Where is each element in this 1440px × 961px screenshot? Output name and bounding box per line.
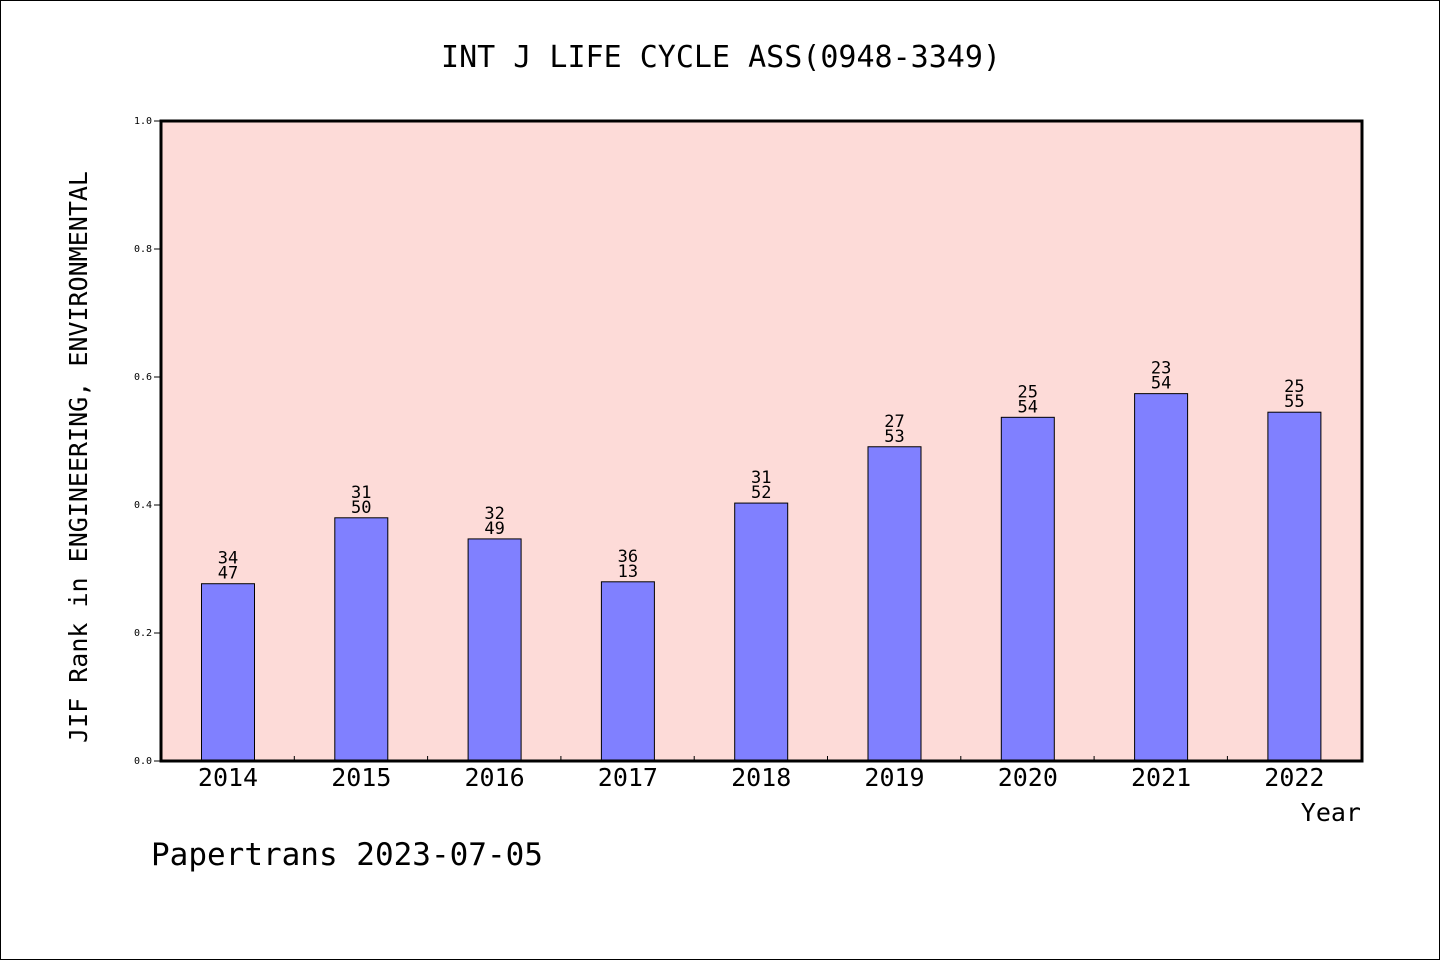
x-tick-label: 2016 <box>464 763 524 792</box>
plot-border <box>159 119 1364 763</box>
bar-2019 <box>867 446 922 762</box>
bar-2021 <box>1134 393 1189 762</box>
y-tick-label: 1.0 <box>134 116 152 127</box>
bar-label-rank: 31 <box>351 483 371 503</box>
bar-label-rank: 34 <box>218 549 238 569</box>
bar-2018 <box>734 502 789 762</box>
bar-label-rank: 25 <box>1284 377 1304 397</box>
bar-label-total: 55 <box>1284 392 1304 412</box>
y-tick-label: 0.4 <box>134 500 152 511</box>
bar-label-total: 47 <box>218 564 238 584</box>
y-tick-label: 0.6 <box>134 372 152 383</box>
chart-title: INT J LIFE CYCLE ASS(0948-3349) <box>441 40 1001 75</box>
bar-2017 <box>600 581 655 762</box>
bar-2015 <box>334 517 389 762</box>
y-tick-label: 0.2 <box>134 628 152 639</box>
bar-label-rank: 36 <box>618 547 638 567</box>
x-tick-label: 2018 <box>731 763 791 792</box>
x-tick-label: 2014 <box>198 763 258 792</box>
bar-2022 <box>1267 411 1322 762</box>
x-tick-label: 2022 <box>1264 763 1324 792</box>
bar-label-rank: 31 <box>751 468 771 488</box>
bar-label-rank: 32 <box>484 504 504 524</box>
bar-label-total: 52 <box>751 483 771 503</box>
x-tick-label: 2015 <box>331 763 391 792</box>
y-axis-label: JIF Rank in ENGINEERING, ENVIRONMENTAL <box>64 171 93 743</box>
footer-credit: Papertrans 2023-07-05 <box>151 837 543 873</box>
bar-label-total: 53 <box>884 427 904 447</box>
bar-label-total: 54 <box>1151 374 1171 394</box>
bar-2020 <box>1000 416 1055 762</box>
y-tick-label: 0.0 <box>134 756 152 767</box>
bar-label-total: 54 <box>1018 397 1038 417</box>
y-tick-label: 0.8 <box>134 244 152 255</box>
bar-label-total: 50 <box>351 498 371 518</box>
bar-label-total: 49 <box>484 519 504 539</box>
bars-group <box>201 393 1322 762</box>
x-tick-label: 2021 <box>1131 763 1191 792</box>
y-axis-ticks: 0.0 0.2 0.4 0.6 0.8 1.0 <box>134 116 161 767</box>
bar-label-rank: 25 <box>1018 382 1038 402</box>
x-tick-label: 2019 <box>864 763 924 792</box>
bar-2016 <box>467 538 522 762</box>
bar-label-total: 13 <box>618 562 638 582</box>
x-tick-label: 2017 <box>598 763 658 792</box>
x-axis-ticks: 2014 2015 2016 2017 2018 2019 2020 2021 2022 <box>198 756 1325 792</box>
bar-2014 <box>201 583 255 762</box>
bar-label-rank: 23 <box>1151 359 1171 379</box>
x-axis-label: Year <box>1301 798 1361 827</box>
bar-label-rank: 27 <box>884 412 904 432</box>
x-tick-label: 2020 <box>998 763 1058 792</box>
